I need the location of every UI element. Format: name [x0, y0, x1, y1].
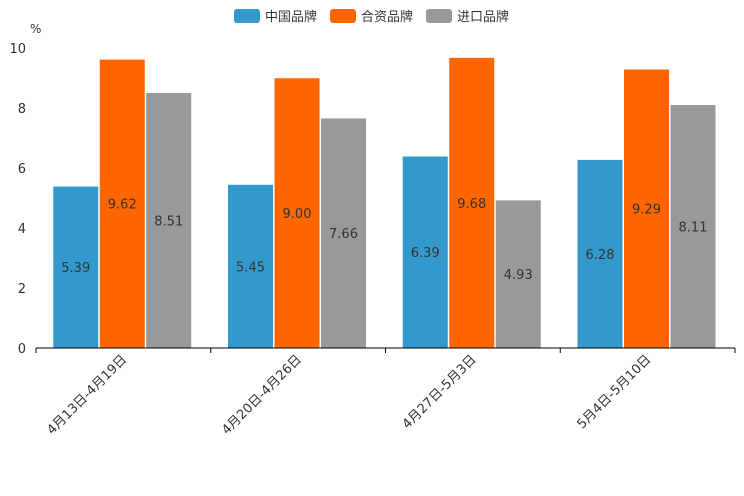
legend-item[interactable]: 合资品牌 [330, 9, 413, 25]
legend: 中国品牌 合资品牌 进口品牌 [234, 9, 509, 25]
bar [577, 159, 623, 349]
data-label: 9.62 [108, 198, 137, 213]
x-tick-label: 4月13日-4月19日 [44, 352, 130, 438]
bar [99, 59, 146, 349]
data-label: 7.66 [329, 227, 358, 242]
data-label: 8.11 [679, 220, 708, 235]
legend-label: 中国品牌 [265, 9, 317, 25]
data-label: 8.51 [154, 214, 183, 229]
bar [52, 186, 99, 349]
bars: 5.39 9.62 8.51 5.45 9.00 7.66 6.39 9.68 4.93 6.28… [52, 57, 716, 349]
bar [145, 92, 192, 349]
data-label: 9.00 [283, 207, 312, 222]
bar [448, 57, 495, 349]
data-label: 5.45 [236, 260, 265, 275]
bar [670, 104, 716, 349]
legend-label: 进口品牌 [457, 9, 509, 25]
data-label: 9.29 [632, 203, 661, 218]
bar [227, 184, 274, 349]
x-tick-label: 4月20日-4月26日 [219, 352, 305, 438]
data-label: 4.93 [504, 268, 533, 283]
bar [320, 117, 367, 349]
legend-swatch [234, 9, 260, 23]
y-tick-label: 8 [18, 102, 26, 117]
y-tick-label: 2 [18, 282, 26, 297]
y-tick-label: 6 [18, 162, 26, 177]
legend-item[interactable]: 进口品牌 [426, 9, 509, 25]
data-label: 6.28 [586, 248, 615, 263]
data-label: 9.68 [457, 197, 486, 212]
x-tick-label: 5月4日-5月10日 [575, 352, 655, 432]
legend-item[interactable]: 中国品牌 [234, 9, 317, 25]
y-axis: 0 2 4 6 8 10 [9, 42, 26, 357]
bar [274, 77, 320, 349]
bar [402, 156, 449, 349]
legend-label: 合资品牌 [361, 9, 413, 25]
bar [623, 69, 670, 349]
legend-swatch [426, 9, 452, 23]
legend-swatch [330, 9, 356, 23]
x-tick-label: 4月27日-5月3日 [400, 352, 480, 432]
y-tick-label: 4 [18, 222, 26, 237]
data-label: 6.39 [411, 246, 440, 261]
x-axis: 4月13日-4月19日 4月20日-4月26日 4月27日-5月3日 5月4日-5月1… [35, 347, 736, 438]
data-label: 5.39 [61, 261, 90, 276]
y-tick-label: 0 [18, 342, 26, 357]
y-tick-label: 10 [9, 42, 26, 57]
y-axis-unit-label: % [30, 22, 41, 36]
